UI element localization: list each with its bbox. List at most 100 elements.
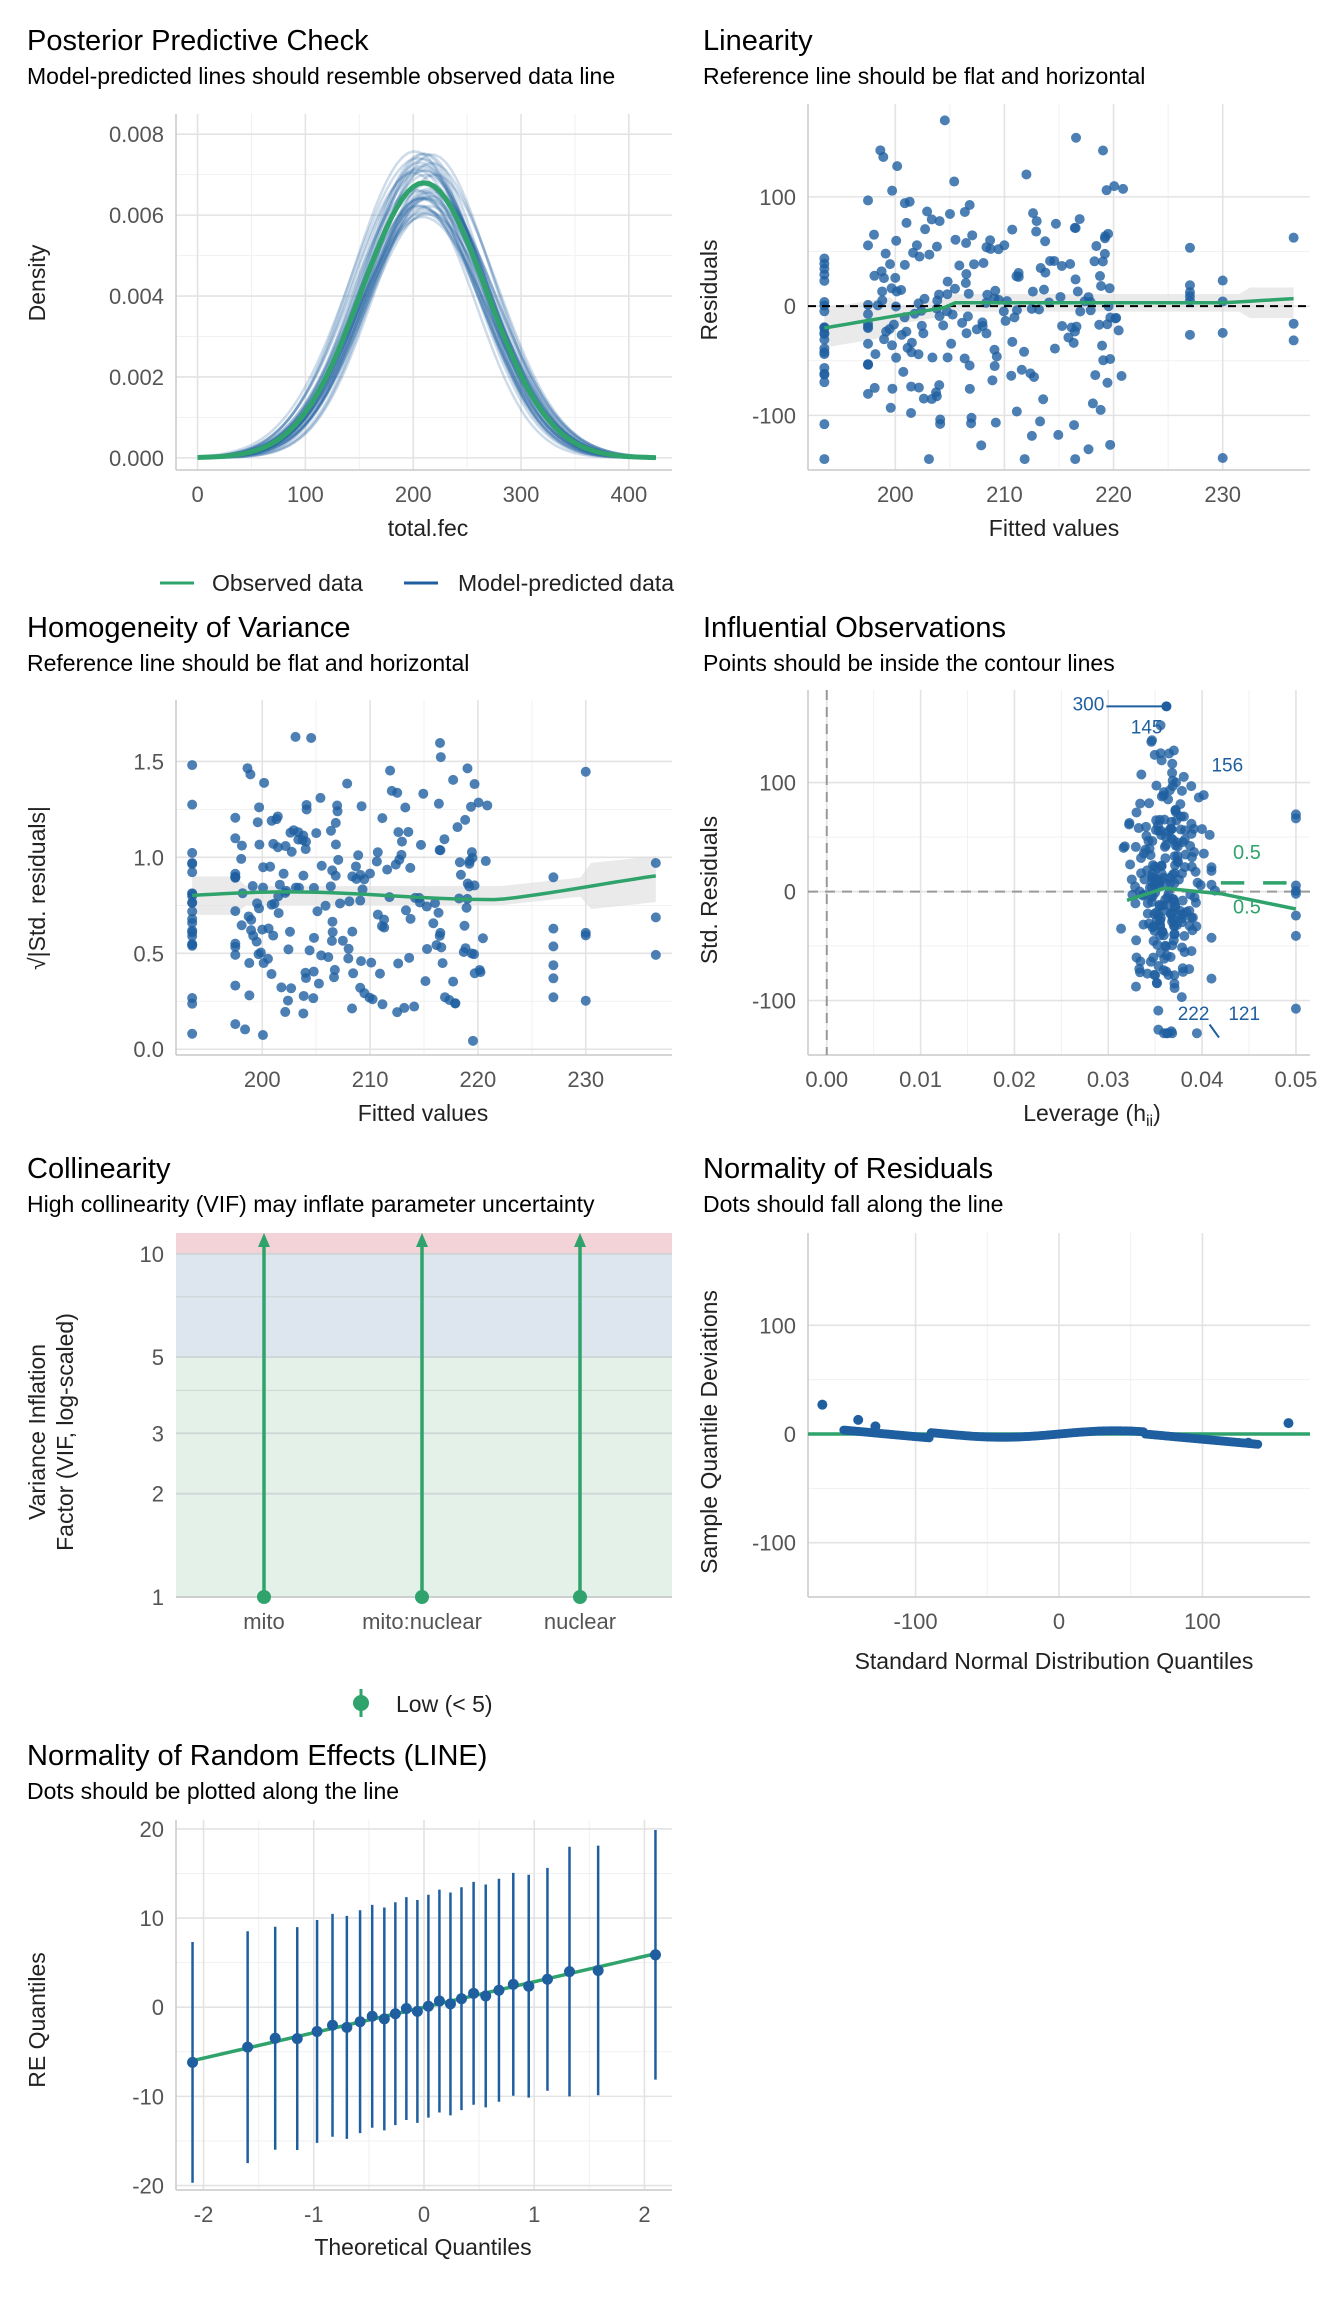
sqrt-residual-point (330, 839, 341, 850)
sqrt-residual-point (278, 868, 289, 879)
residual-point (960, 277, 971, 288)
y-tick-label: 1.0 (133, 845, 164, 870)
residual-point (911, 240, 922, 251)
leverage-point (1179, 930, 1190, 941)
sqrt-residual-point (230, 941, 241, 952)
nor-subtitle: Dots should fall along the line (703, 1191, 1003, 1217)
re-point (422, 2000, 434, 2012)
point-label-145: 145 (1131, 718, 1163, 739)
leverage-point (1146, 736, 1157, 747)
residual-point (1007, 224, 1018, 235)
sqrt-residual-point (462, 763, 473, 774)
residual-point (891, 235, 902, 246)
legend-predicted-label: Model-predicted data (458, 570, 674, 596)
nor-y-label: Sample Quantile Deviations (696, 1290, 722, 1574)
lin-title: Linearity (703, 25, 813, 57)
residual-point (901, 217, 912, 228)
vif-arrowhead (574, 1233, 586, 1247)
sqrt-residual-point (328, 972, 339, 983)
legend-observed-label: Observed data (212, 570, 363, 596)
residual-point (899, 198, 910, 209)
sqrt-residual-point (268, 930, 279, 941)
residual-point (963, 288, 974, 299)
residual-point (819, 347, 830, 358)
sqrt-residual-point (548, 960, 559, 971)
leverage-point (1178, 811, 1189, 822)
residual-point (962, 311, 973, 322)
sqrt-residual-point (313, 978, 324, 989)
residual-point (1053, 429, 1064, 440)
leverage-point (1290, 809, 1301, 820)
sqrt-residual-point (450, 998, 461, 1009)
leverage-point (1160, 840, 1171, 851)
ppc-grid (175, 114, 672, 471)
sqrt-residual-point (580, 995, 591, 1006)
re-point (455, 1993, 467, 2005)
lin-subtitle: Reference line should be flat and horizo… (703, 63, 1145, 89)
leverage-point (1167, 758, 1178, 769)
sqrt-residual-point (187, 998, 198, 1009)
ppc-plot-area (197, 150, 656, 461)
y-tick-label: 1.5 (133, 749, 164, 774)
residual-point (957, 317, 968, 328)
leverage-point (1163, 969, 1174, 980)
sqrt-residual-point (293, 827, 304, 838)
x-tick-label: 200 (877, 482, 914, 507)
re-point (389, 2008, 401, 2020)
predicted-density-line (197, 205, 656, 460)
sqrt-residual-point (326, 935, 337, 946)
leverage-point (1130, 981, 1141, 992)
leverage-point (1151, 907, 1162, 918)
sqrt-residual-point (263, 923, 274, 934)
re-point (187, 2056, 199, 2068)
sqrt-residual-point (372, 847, 383, 858)
sqrt-residual-point (327, 927, 338, 938)
residual-point (887, 340, 898, 351)
predicted-density-line (197, 215, 656, 459)
sqrt-residual-point (187, 867, 198, 878)
re-point (242, 2041, 254, 2053)
sqrt-residual-point (348, 968, 359, 979)
sqrt-residual-point (325, 881, 336, 892)
sqrt-residual-point (433, 798, 444, 809)
re-x-label: Theoretical Quantiles (314, 2234, 531, 2260)
leverage-point (1175, 799, 1186, 810)
residual-point (1105, 354, 1116, 365)
sqrt-residual-point (308, 966, 319, 977)
residual-point (1104, 283, 1115, 294)
residual-point (1069, 222, 1080, 233)
residual-point (927, 352, 938, 363)
leverage-point (1206, 879, 1217, 890)
sqrt-residual-point (371, 856, 382, 867)
residual-point (942, 276, 953, 287)
y-tick-label: 20 (140, 1817, 164, 1842)
sqrt-residual-point (311, 828, 322, 839)
leverage-point (1176, 785, 1187, 796)
sqrt-residual-point (308, 932, 319, 943)
sqrt-residual-point (460, 814, 471, 825)
residual-point (878, 273, 889, 284)
residual-point (891, 286, 902, 297)
sqrt-residual-point (359, 988, 370, 999)
leverage-point (1191, 1028, 1202, 1039)
x-tick-label: nuclear (544, 1609, 616, 1634)
panel-ppc: Posterior Predictive Check Model-predict… (24, 25, 674, 596)
leverage-point (1140, 821, 1151, 832)
sqrt-residual-point (480, 856, 491, 867)
residual-point (949, 283, 960, 294)
sqrt-residual-point (477, 933, 488, 944)
sqrt-residual-point (242, 763, 253, 774)
sqrt-residual-point (254, 903, 265, 914)
residual-point (1035, 263, 1046, 274)
sqrt-residual-point (327, 916, 338, 927)
sqrt-residual-point (452, 822, 463, 833)
leverage-point (1167, 767, 1178, 778)
residual-point (902, 342, 913, 353)
sqrt-residual-point (333, 854, 344, 865)
sqrt-residual-point (258, 882, 269, 893)
sqrt-residual-point (187, 925, 198, 936)
re-point (493, 1984, 505, 1996)
residual-point (1288, 232, 1299, 243)
residual-point (1029, 371, 1040, 382)
re-point (400, 2003, 412, 2015)
